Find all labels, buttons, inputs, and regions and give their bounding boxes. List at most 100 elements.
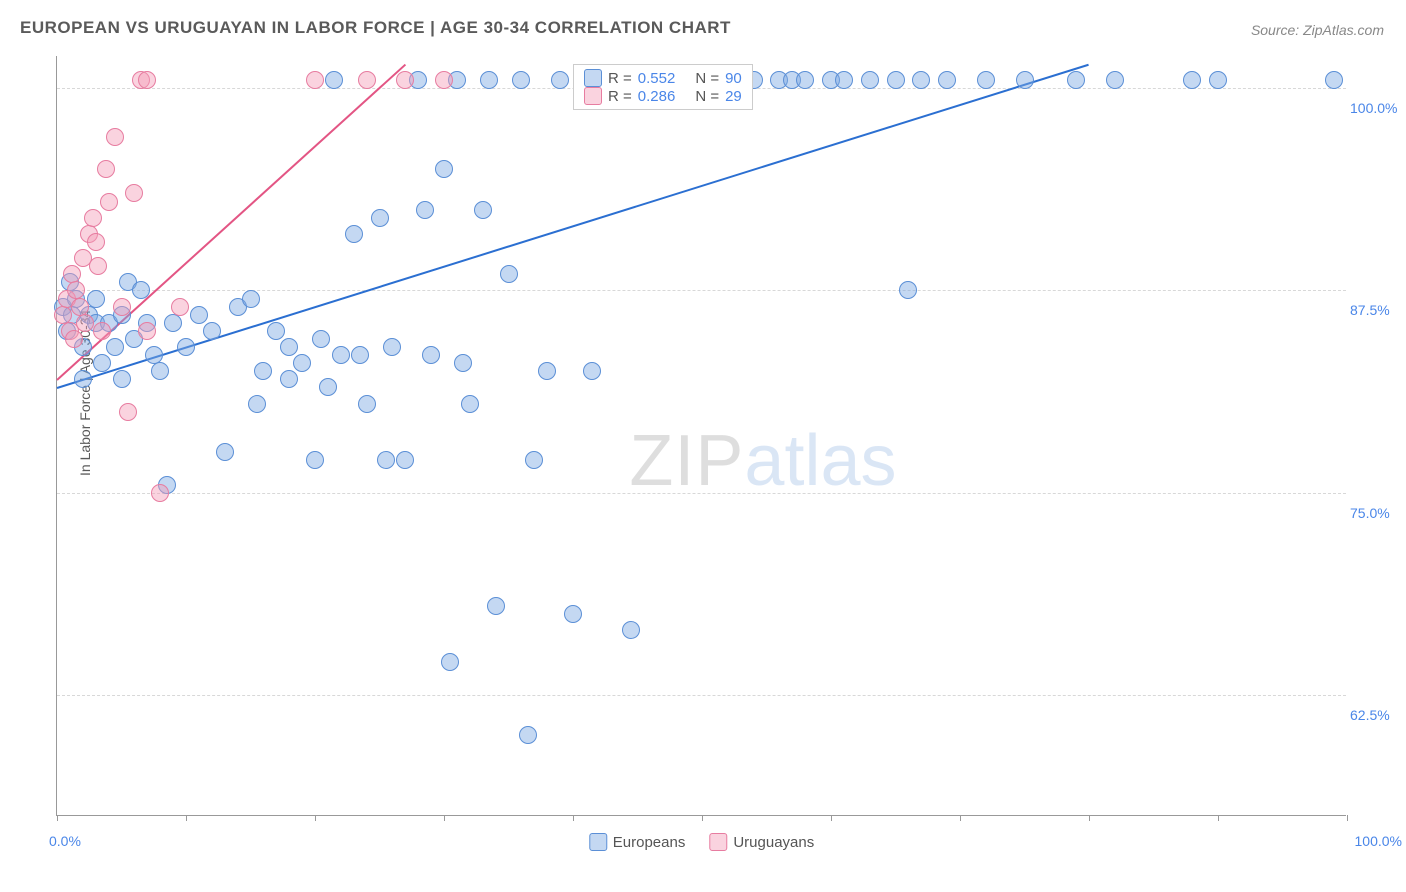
x-tick: [1089, 815, 1090, 821]
scatter-point: [377, 451, 395, 469]
scatter-point: [396, 451, 414, 469]
scatter-point: [383, 338, 401, 356]
scatter-point: [100, 193, 118, 211]
scatter-point: [1209, 71, 1227, 89]
scatter-point: [125, 184, 143, 202]
scatter-point: [65, 330, 83, 348]
scatter-point: [280, 338, 298, 356]
series-legend: Europeans Uruguayans: [589, 833, 814, 851]
scatter-point: [796, 71, 814, 89]
scatter-point: [345, 225, 363, 243]
scatter-point: [435, 71, 453, 89]
scatter-point: [422, 346, 440, 364]
scatter-point: [138, 322, 156, 340]
scatter-point: [454, 354, 472, 372]
scatter-point: [912, 71, 930, 89]
scatter-point: [242, 290, 260, 308]
scatter-point: [76, 314, 94, 332]
legend-r-value: 0.286: [638, 88, 676, 105]
scatter-point: [835, 71, 853, 89]
scatter-point: [93, 354, 111, 372]
scatter-point: [416, 201, 434, 219]
scatter-point: [500, 265, 518, 283]
scatter-point: [564, 605, 582, 623]
x-tick: [1218, 815, 1219, 821]
chart-container: EUROPEAN VS URUGUAYAN IN LABOR FORCE | A…: [0, 0, 1406, 892]
legend-series-name: Europeans: [613, 834, 686, 851]
scatter-point: [899, 281, 917, 299]
scatter-point: [119, 403, 137, 421]
legend-n-value: 90: [725, 70, 742, 87]
y-tick-label: 100.0%: [1350, 100, 1402, 116]
legend-n-label: N =: [695, 88, 719, 105]
scatter-point: [254, 362, 272, 380]
scatter-point: [1016, 71, 1034, 89]
scatter-point: [177, 338, 195, 356]
scatter-point: [267, 322, 285, 340]
scatter-point: [106, 338, 124, 356]
scatter-point: [583, 362, 601, 380]
scatter-point: [861, 71, 879, 89]
legend-row: R =0.552N =90: [584, 69, 742, 87]
x-tick: [315, 815, 316, 821]
scatter-point: [151, 362, 169, 380]
scatter-point: [171, 298, 189, 316]
scatter-point: [319, 378, 337, 396]
y-tick-label: 75.0%: [1350, 505, 1402, 521]
watermark: ZIPatlas: [629, 420, 896, 502]
scatter-point: [480, 71, 498, 89]
scatter-point: [93, 322, 111, 340]
x-tick: [57, 815, 58, 821]
scatter-point: [89, 257, 107, 275]
scatter-point: [358, 71, 376, 89]
scatter-point: [325, 71, 343, 89]
scatter-point: [74, 370, 92, 388]
scatter-point: [622, 621, 640, 639]
scatter-point: [280, 370, 298, 388]
x-tick: [444, 815, 445, 821]
scatter-point: [887, 71, 905, 89]
scatter-point: [248, 395, 266, 413]
scatter-point: [332, 346, 350, 364]
legend-series-name: Uruguayans: [733, 834, 814, 851]
scatter-point: [512, 71, 530, 89]
scatter-point: [97, 160, 115, 178]
scatter-point: [474, 201, 492, 219]
scatter-point: [87, 290, 105, 308]
scatter-point: [1325, 71, 1343, 89]
x-tick: [702, 815, 703, 821]
legend-n-value: 29: [725, 88, 742, 105]
x-tick-label: 100.0%: [1355, 833, 1402, 849]
scatter-point: [113, 370, 131, 388]
scatter-point: [190, 306, 208, 324]
gridline: [57, 493, 1346, 494]
scatter-point: [441, 653, 459, 671]
x-tick: [573, 815, 574, 821]
scatter-point: [396, 71, 414, 89]
scatter-point: [351, 346, 369, 364]
legend-item: Europeans: [589, 833, 686, 851]
y-tick-label: 87.5%: [1350, 302, 1402, 318]
x-tick: [1347, 815, 1348, 821]
scatter-point: [1067, 71, 1085, 89]
legend-item: Uruguayans: [709, 833, 814, 851]
scatter-point: [306, 71, 324, 89]
scatter-point: [164, 314, 182, 332]
scatter-point: [293, 354, 311, 372]
source-attribution: Source: ZipAtlas.com: [1251, 22, 1384, 38]
scatter-point: [312, 330, 330, 348]
x-tick: [186, 815, 187, 821]
scatter-point: [87, 233, 105, 251]
scatter-point: [138, 71, 156, 89]
scatter-point: [435, 160, 453, 178]
legend-swatch: [584, 87, 602, 105]
scatter-point: [525, 451, 543, 469]
scatter-point: [203, 322, 221, 340]
legend-swatch: [589, 833, 607, 851]
scatter-point: [358, 395, 376, 413]
legend-swatch: [709, 833, 727, 851]
scatter-point: [538, 362, 556, 380]
legend-swatch: [584, 69, 602, 87]
legend-n-label: N =: [695, 70, 719, 87]
scatter-point: [84, 209, 102, 227]
